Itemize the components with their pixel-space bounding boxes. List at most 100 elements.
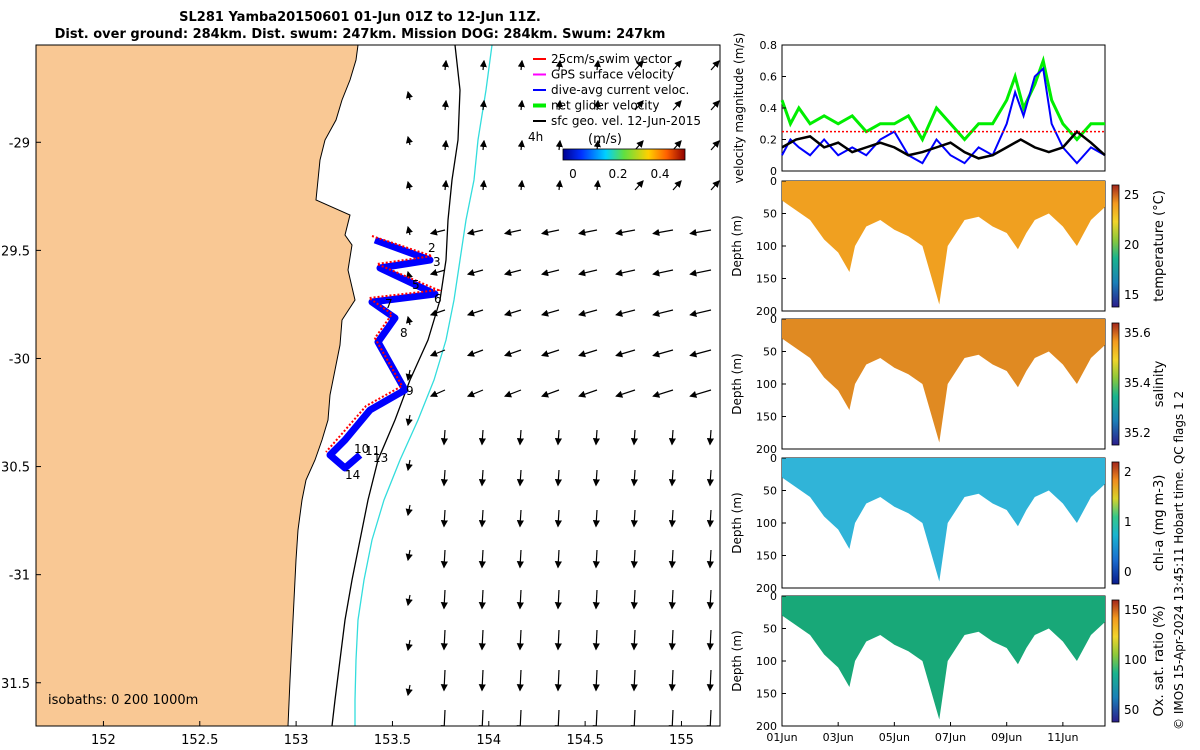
velocity-arrow <box>440 629 448 651</box>
velocity-arrow <box>554 709 562 726</box>
waypoint-label: 3 <box>433 255 441 269</box>
velocity-arrow <box>540 228 560 236</box>
velocity-arrow <box>706 709 714 726</box>
velocity-arrow <box>554 509 562 528</box>
depth-tick: 0 <box>770 313 777 326</box>
colorbar-tick: 0 <box>569 167 577 181</box>
colorbar-label: salinity <box>1152 360 1167 407</box>
colorbar-tick: 100 <box>1124 653 1147 667</box>
colorbar-tick: 35.2 <box>1124 426 1151 440</box>
velocity-arrow <box>652 309 674 317</box>
depth-tick: 150 <box>756 688 777 701</box>
velocity-arrow <box>592 429 601 446</box>
velocity-arrow <box>517 139 525 151</box>
depth-tick: 100 <box>756 378 777 391</box>
speed-colorbar <box>562 148 686 161</box>
velocity-arrow <box>630 709 638 726</box>
map-y-tick: -30 <box>9 352 30 367</box>
velocity-arrow <box>630 589 638 610</box>
depth-ylabel: Depth (m) <box>730 630 744 691</box>
colorbar-tick: 25 <box>1124 188 1139 202</box>
velocity-arrow <box>516 589 524 610</box>
section-data-area <box>782 181 1105 305</box>
velocity-arrow <box>615 389 636 398</box>
velocity-arrow <box>503 228 522 236</box>
velocity-arrow <box>672 180 682 191</box>
colorbar-tick: 15 <box>1124 288 1139 302</box>
velocity-arrow <box>578 349 598 358</box>
map-y-tick: 30.5 <box>1 461 30 476</box>
map-axes: 152 152.5 153 153.5 154 154.5 155-2929.5-3030.… <box>1 136 694 748</box>
waypoint-label: 5 <box>412 278 420 292</box>
velocity-arrow <box>668 589 676 610</box>
velocity-arrow <box>516 669 524 692</box>
time-tick: 05Jun <box>879 731 910 744</box>
map-legend: 25cm/s swim vector GPS surface velocitydi… <box>533 52 701 128</box>
velocity-series-line <box>781 129 1106 160</box>
swim-vector-trace <box>325 235 442 453</box>
colorbar-tick: 150 <box>1124 603 1147 617</box>
velocity-arrow <box>668 629 676 651</box>
velocity-arrow <box>440 549 448 569</box>
velocity-arrow <box>652 349 674 358</box>
velocity-arrow <box>592 509 600 528</box>
depth-tick: 100 <box>756 655 777 668</box>
velocity-arrow <box>503 309 522 317</box>
velocity-y-tick: 0.8 <box>760 39 778 52</box>
waypoint-label: 10 <box>354 442 369 456</box>
velocity-arrow <box>478 509 486 528</box>
velocity-arrow <box>578 228 598 236</box>
velocity-arrow <box>517 99 525 111</box>
velocity-arrow <box>630 469 638 487</box>
velocity-arrow <box>578 269 598 277</box>
velocity-arrow <box>441 139 449 151</box>
section-data-area <box>782 319 1105 443</box>
depth-ylabel: Depth (m) <box>730 215 744 276</box>
colorbar-tick: 20 <box>1124 238 1139 252</box>
isobath-1000m <box>354 45 493 726</box>
velocity-arrow <box>441 179 449 191</box>
velocity-arrow <box>710 140 720 151</box>
velocity-arrow <box>405 414 413 427</box>
time-tick: 01Jun <box>766 731 797 744</box>
velocity-arrow <box>554 669 562 692</box>
time-tick: 11Jun <box>1047 731 1078 744</box>
isobaths-label: isobaths: 0 200 1000m <box>48 693 198 708</box>
depth-tick: 50 <box>763 208 777 221</box>
velocity-arrow <box>479 139 487 151</box>
velocity-arrow <box>479 59 487 71</box>
isobath-200m <box>331 45 461 726</box>
velocity-arrow <box>540 309 560 317</box>
velocity-arrow <box>668 429 677 446</box>
depth-tick: 0 <box>770 452 777 465</box>
depth-tick: 200 <box>756 720 777 733</box>
colorbar-label: temperature (°C) <box>1152 190 1167 302</box>
depth-tick: 200 <box>756 305 777 318</box>
depth-tick: 200 <box>756 582 777 595</box>
velocity-arrow <box>466 389 484 398</box>
velocity-arrow <box>689 349 712 358</box>
velocity-arrow <box>706 509 714 528</box>
velocity-arrow <box>630 629 638 651</box>
velocity-arrow <box>405 369 413 382</box>
velocity-arrow <box>405 639 413 652</box>
time-series-panels: 0 0.2 0.4 0.6 0.8 velocity magnitude (m/s) 0 50… <box>730 33 1167 744</box>
section-data-area <box>782 458 1105 582</box>
section-colorbar <box>1111 461 1120 585</box>
colorbar-label: chl-a (mg m-3) <box>1152 475 1167 572</box>
velocity-arrow <box>592 709 600 726</box>
velocity-arrow <box>689 389 712 398</box>
waypoint-label: 13 <box>373 451 388 465</box>
velocity-arrow <box>478 549 486 569</box>
velocity-y-tick: 0.4 <box>760 102 778 115</box>
depth-tick: 150 <box>756 273 777 286</box>
velocity-arrow <box>478 589 486 610</box>
velocity-arrow <box>592 549 600 569</box>
velocity-arrow <box>405 90 413 101</box>
depth-tick: 50 <box>763 623 777 636</box>
velocity-arrow <box>652 389 674 398</box>
section-data-area <box>782 596 1105 720</box>
velocity-arrow <box>555 99 563 111</box>
map-x-tick: 153 <box>284 733 309 748</box>
